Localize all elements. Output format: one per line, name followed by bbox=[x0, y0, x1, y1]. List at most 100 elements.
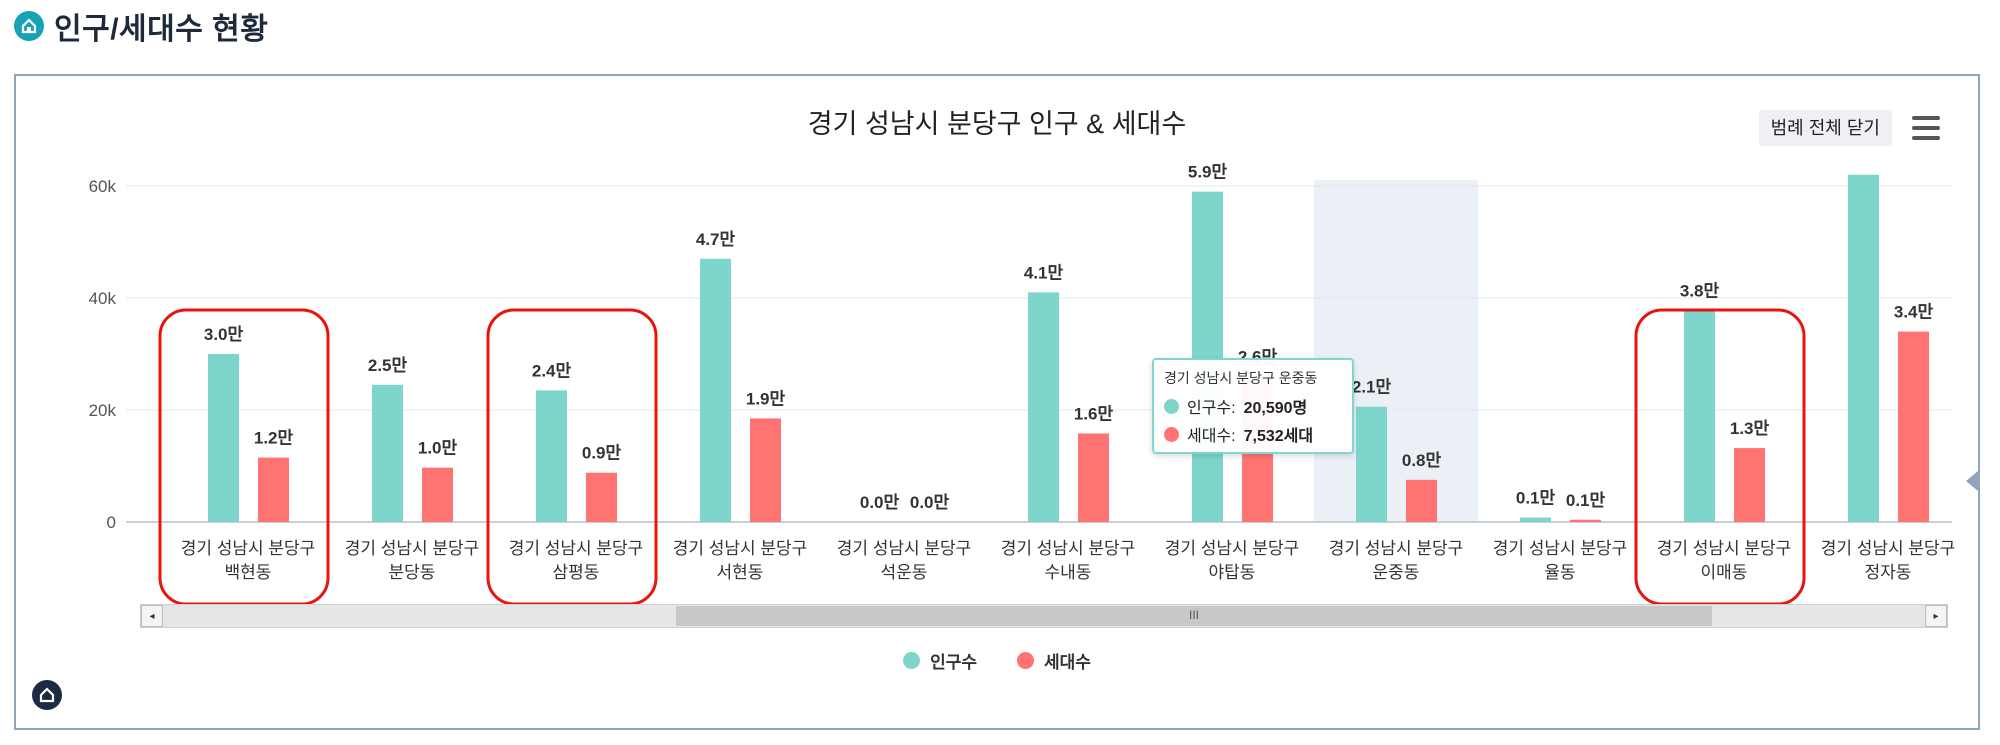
x-tick-label: 야탑동 bbox=[1209, 563, 1256, 582]
x-tick-label: 경기 성남시 분당구 bbox=[1657, 539, 1792, 558]
chart-tooltip: 경기 성남시 분당구 운중동 인구수: 20,590명 세대수: 7,532세대 bbox=[1152, 358, 1354, 454]
highlight-box bbox=[486, 308, 658, 606]
x-tick-label: 경기 성남시 분당구 bbox=[345, 539, 480, 558]
data-label: 0.0만 bbox=[860, 493, 900, 512]
y-tick-label: 0 bbox=[107, 513, 116, 532]
bar-households bbox=[1570, 519, 1601, 522]
scrollbar-grip: III bbox=[1188, 608, 1200, 622]
panel-side-arrow-icon[interactable] bbox=[1966, 471, 1978, 491]
data-label: 0.0만 bbox=[910, 493, 950, 512]
tooltip-row-population: 인구수: 20,590명 bbox=[1164, 394, 1342, 418]
x-tick-label: 수내동 bbox=[1045, 563, 1092, 582]
chart-title: 경기 성남시 분당구 인구 & 세대수 bbox=[807, 109, 1187, 139]
data-label: 4.7만 bbox=[696, 230, 736, 249]
tooltip-title: 경기 성남시 분당구 운중동 bbox=[1164, 370, 1318, 386]
x-tick-label: 백현동 bbox=[225, 563, 272, 582]
bar-population bbox=[1192, 191, 1223, 522]
bar-households bbox=[750, 418, 781, 522]
bar-households bbox=[586, 472, 617, 522]
highlight-box bbox=[1634, 308, 1806, 606]
data-label: 0.1만 bbox=[1566, 491, 1606, 510]
x-tick-label: 경기 성남시 분당구 bbox=[1821, 539, 1956, 558]
bar-population bbox=[536, 390, 567, 522]
x-tick-label: 경기 성남시 분당구 bbox=[1329, 539, 1464, 558]
tooltip-row-households: 세대수: 7,532세대 bbox=[1164, 422, 1342, 446]
bar-population bbox=[372, 384, 403, 522]
scroll-left-arrow-icon[interactable]: ◂ bbox=[141, 605, 163, 627]
bar-population bbox=[208, 354, 239, 522]
bar-households bbox=[1898, 331, 1929, 522]
x-tick-label: 운중동 bbox=[1373, 563, 1420, 582]
bar-population bbox=[1356, 406, 1387, 522]
bar-population bbox=[1520, 517, 1551, 522]
data-label: 3.8만 bbox=[1680, 281, 1720, 300]
bar-households bbox=[1406, 479, 1437, 522]
legend-label-households: 세대수 bbox=[1044, 653, 1091, 672]
tooltip-dot-population bbox=[1164, 398, 1179, 414]
data-label: 2.4만 bbox=[532, 361, 572, 380]
legend-item-population[interactable]: 인구수 bbox=[903, 648, 977, 673]
legend-dot-households bbox=[1017, 652, 1034, 669]
bar-households bbox=[1078, 433, 1109, 522]
home-icon bbox=[14, 11, 44, 41]
section-title: 인구/세대수 현황 bbox=[54, 13, 269, 46]
x-tick-label: 경기 성남시 분당구 bbox=[1001, 539, 1136, 558]
legend-item-households[interactable]: 세대수 bbox=[1017, 648, 1091, 673]
tooltip-label-households: 세대수: bbox=[1187, 428, 1236, 445]
data-label: 3.0만 bbox=[204, 325, 244, 344]
hover-band bbox=[1314, 180, 1478, 522]
x-tick-label: 경기 성남시 분당구 bbox=[673, 539, 808, 558]
y-tick-label: 40k bbox=[89, 289, 117, 308]
bar-population bbox=[1684, 310, 1715, 522]
x-tick-label: 이매동 bbox=[1701, 563, 1748, 582]
section-header: 인구/세대수 현황 bbox=[14, 6, 268, 46]
y-tick-label: 20k bbox=[89, 401, 117, 420]
data-label: 1.9만 bbox=[746, 389, 786, 408]
bar-households bbox=[422, 467, 453, 522]
tooltip-label-population: 인구수: bbox=[1187, 400, 1236, 417]
x-tick-label: 율동 bbox=[1544, 563, 1575, 582]
chart-panel: 0 20k 40k 60k 3.0만 1.2만 경기 성남시 분당구 백현동 2.5만 1.0만 경… bbox=[14, 74, 1980, 730]
data-label: 5.9만 bbox=[1188, 163, 1228, 182]
bar-population bbox=[1028, 292, 1059, 522]
x-tick-label: 석운동 bbox=[881, 563, 928, 582]
bar-population bbox=[700, 258, 731, 522]
x-tick-label: 서현동 bbox=[717, 563, 764, 582]
x-tick-label: 삼평동 bbox=[553, 563, 600, 582]
highlight-box bbox=[158, 308, 330, 606]
data-label: 2.5만 bbox=[368, 356, 408, 375]
close-all-legends-button[interactable]: 범례 전체 닫기 bbox=[1758, 110, 1892, 146]
x-tick-label: 경기 성남시 분당구 bbox=[181, 539, 316, 558]
bar-households bbox=[258, 457, 289, 522]
data-label: 4.1만 bbox=[1024, 263, 1064, 282]
horizontal-scrollbar[interactable]: ◂ III ▸ bbox=[140, 604, 1948, 628]
site-logo-icon bbox=[32, 680, 62, 710]
bar-population bbox=[1848, 174, 1879, 523]
tooltip-value-households: 7,532세대 bbox=[1243, 428, 1314, 445]
x-tick-label: 경기 성남시 분당구 bbox=[509, 539, 644, 558]
bar-households bbox=[1734, 448, 1765, 522]
chart-legend: 인구수 세대수 bbox=[16, 648, 1978, 673]
scroll-right-arrow-icon[interactable]: ▸ bbox=[1925, 605, 1947, 627]
legend-dot-population bbox=[903, 652, 921, 669]
data-label: 2.1만 bbox=[1352, 378, 1392, 397]
data-label: 1.6만 bbox=[1074, 405, 1114, 424]
x-tick-label: 분당동 bbox=[389, 563, 436, 582]
data-label: 1.2만 bbox=[254, 429, 294, 448]
data-label: 0.8만 bbox=[1402, 451, 1442, 470]
x-tick-label: 경기 성남시 분당구 bbox=[1165, 539, 1300, 558]
data-label: 3.4만 bbox=[1894, 303, 1934, 322]
x-tick-label: 경기 성남시 분당구 bbox=[1493, 539, 1628, 558]
data-label: 1.0만 bbox=[418, 439, 458, 458]
data-label: 0.1만 bbox=[1516, 489, 1556, 508]
data-label: 0.9만 bbox=[582, 444, 622, 463]
hamburger-menu-icon[interactable] bbox=[1912, 116, 1940, 140]
y-tick-label: 60k bbox=[89, 177, 117, 196]
legend-label-population: 인구수 bbox=[930, 653, 977, 672]
tooltip-dot-households bbox=[1164, 426, 1179, 442]
x-tick-label: 정자동 bbox=[1865, 563, 1912, 582]
scrollbar-thumb[interactable]: III bbox=[676, 606, 1712, 626]
tooltip-value-population: 20,590명 bbox=[1243, 400, 1308, 417]
x-tick-label: 경기 성남시 분당구 bbox=[837, 539, 972, 558]
